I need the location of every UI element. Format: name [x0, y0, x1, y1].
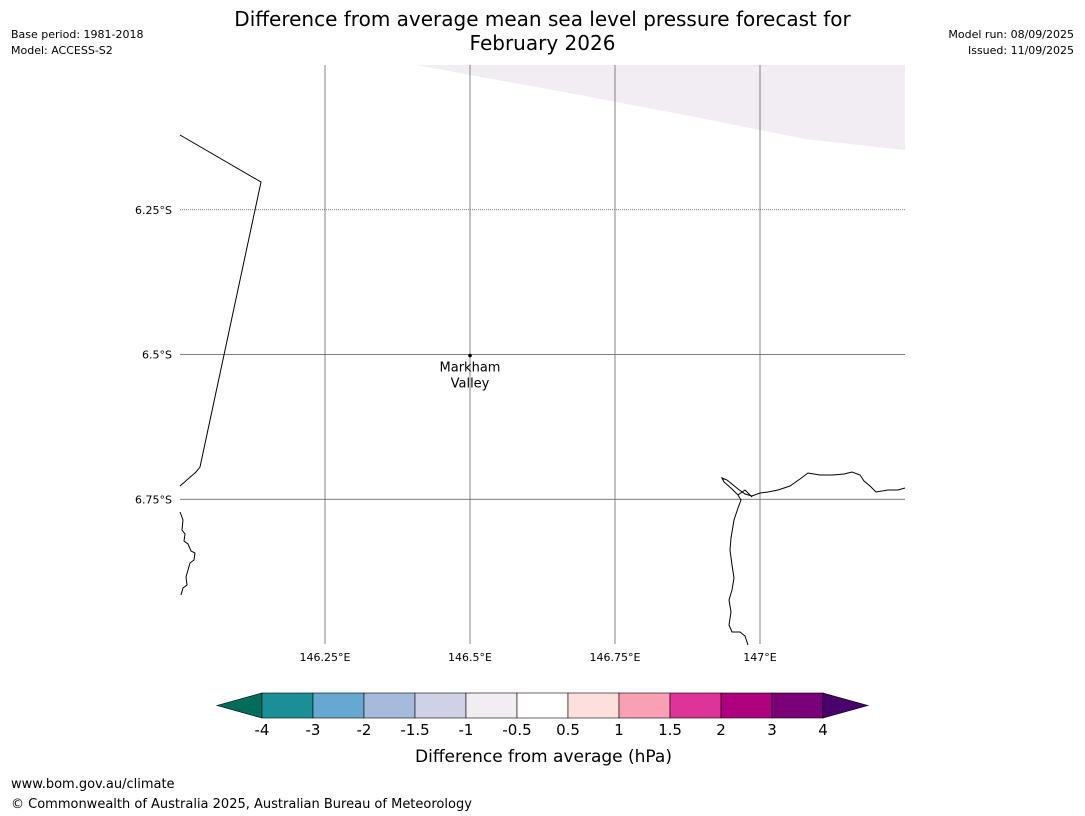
- footer-copyright: © Commonwealth of Australia 2025, Austra…: [11, 797, 472, 812]
- footer: www.bom.gov.au/climate © Commonwealth of…: [11, 775, 472, 815]
- lon-tick-label: 146.5°E: [448, 651, 492, 664]
- page-title: Difference from average mean sea level p…: [0, 7, 1085, 55]
- colorbar-tick-label: -2: [357, 721, 372, 739]
- colorbar-segment: [567, 692, 620, 719]
- colorbar-under-arrow: [215, 692, 263, 719]
- colorbar-title: Difference from average (hPa): [415, 747, 672, 767]
- colorbar-tick-label: -1.5: [400, 721, 429, 739]
- header-right: Model run: 08/09/2025 Issued: 11/09/2025: [948, 27, 1074, 59]
- colorbar-segment: [618, 692, 671, 719]
- colorbar-segment: [465, 692, 518, 719]
- colorbar-tick-label: -0.5: [502, 721, 531, 739]
- colorbar-segment: [669, 692, 722, 719]
- colorbar-segment: [516, 692, 569, 719]
- colorbar-tick-label: 2: [716, 721, 726, 739]
- colorbar-over-arrow: [822, 692, 870, 719]
- footer-url: www.bom.gov.au/climate: [11, 777, 175, 792]
- colorbar: -4 -3 -2 -1.5 -1 -0.5 0.5 1 1.5 2 3 4 Difference fro…: [215, 692, 870, 767]
- graticule: [180, 65, 905, 644]
- header-left: Base period: 1981-2018 Model: ACCESS-S2: [11, 27, 143, 59]
- lon-tick-label: 147°E: [743, 651, 776, 664]
- place-label-line-1: Markham: [440, 361, 501, 376]
- colorbar-tick-label: 0.5: [556, 721, 580, 739]
- model-text: Model: ACCESS-S2: [11, 44, 113, 57]
- place-dot: [468, 353, 472, 358]
- longitude-labels: 146.25°E 146.5°E 146.75°E 147°E: [300, 651, 777, 664]
- lat-tick-label: 6.5°S: [142, 349, 172, 362]
- place-label-line-2: Valley: [451, 377, 490, 392]
- colorbar-tick-label: 1: [614, 721, 624, 739]
- colorbar-segment: [363, 692, 416, 719]
- colorbar-tick-label: 3: [767, 721, 777, 739]
- latitude-labels: 6.25°S 6.5°S 6.75°S: [135, 204, 172, 507]
- colorbar-tick-label: -3: [306, 721, 321, 739]
- shaded-pressure-region: [417, 65, 905, 150]
- coastline-southwest: [179, 511, 196, 596]
- colorbar-segment: [261, 692, 314, 719]
- lon-tick-label: 146.25°E: [300, 651, 351, 664]
- base-period-text: Base period: 1981-2018: [11, 28, 144, 41]
- boundary-line-west: [179, 134, 262, 487]
- colorbar-tick-label: -1: [459, 721, 474, 739]
- colorbar-segment: [414, 692, 467, 719]
- lat-tick-label: 6.75°S: [135, 493, 172, 506]
- title-line-1: Difference from average mean sea level p…: [234, 7, 851, 31]
- colorbar-segment: [720, 692, 773, 719]
- colorbar-tick-label: -4: [255, 721, 270, 739]
- issued-text: Issued: 11/09/2025: [967, 44, 1074, 57]
- coastline-bump: [737, 489, 753, 498]
- lat-tick-label: 6.25°S: [135, 204, 172, 217]
- lon-tick-label: 146.75°E: [590, 651, 641, 664]
- model-run-text: Model run: 08/09/2025: [948, 28, 1074, 41]
- colorbar-segment: [312, 692, 365, 719]
- coastline-southeast: [720, 471, 906, 646]
- colorbar-tick-label: 4: [818, 721, 828, 739]
- colorbar-segment: [771, 692, 824, 719]
- colorbar-tick-label: 1.5: [658, 721, 682, 739]
- title-line-2: February 2026: [469, 31, 616, 55]
